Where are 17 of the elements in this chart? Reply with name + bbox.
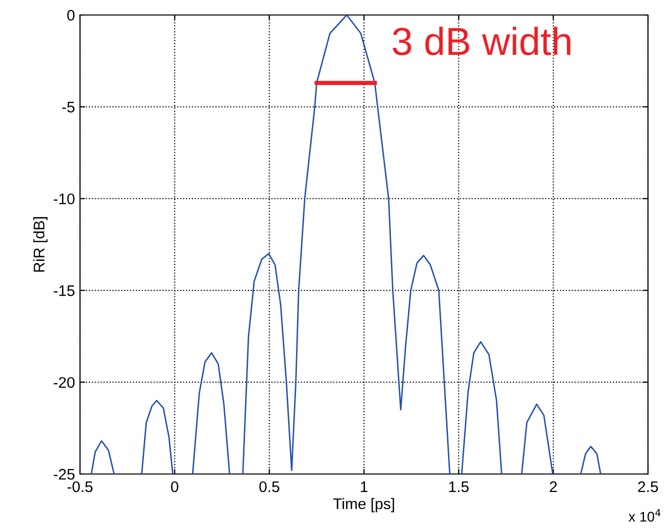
x-tick-label: 0.5 (259, 481, 280, 492)
y-tick-label: 0 (67, 10, 75, 21)
x-tick-label: 2.5 (638, 481, 658, 492)
y-axis-title: RiR [dB] (33, 217, 48, 272)
x-tick-label: 2 (550, 481, 557, 492)
y-tick-label: -20 (54, 377, 75, 388)
annotation: 3 dB width (392, 26, 570, 56)
x-tick-label: 0 (171, 481, 178, 492)
y-tick-label: -25 (54, 468, 74, 480)
y-tick-label: -15 (54, 285, 74, 296)
y-tick-label: -10 (54, 193, 75, 204)
x-tick-label: -0.5 (68, 481, 93, 492)
text: x 10$^{4}$ (628, 509, 660, 522)
x-tick-label: 1 (360, 482, 368, 492)
x-tick-label: 1.5 (449, 482, 469, 492)
x-axis-title: Time [ps] (333, 498, 394, 512)
y-tick-label: -5 (62, 102, 74, 112)
